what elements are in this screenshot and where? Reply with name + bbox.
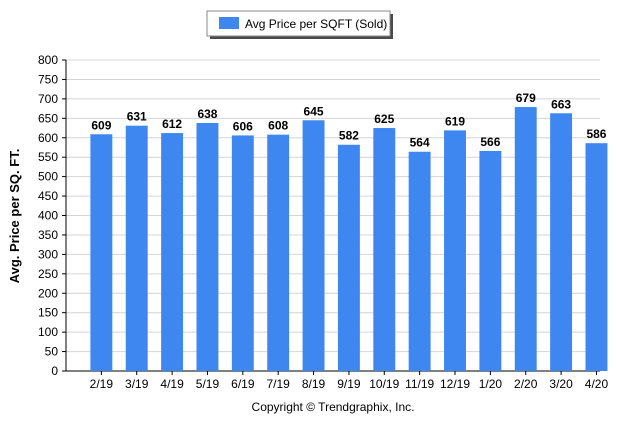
legend: Avg Price per SQFT (Sold) (206, 10, 393, 39)
bar (267, 134, 290, 371)
legend-swatch (219, 17, 239, 29)
y-tick-label: 100 (38, 325, 58, 339)
bar (408, 151, 431, 371)
data-label: 612 (162, 117, 182, 131)
x-tick-label: 12/19 (440, 377, 470, 391)
x-tick-label: 4/19 (160, 377, 184, 391)
y-tick-label: 500 (38, 170, 58, 184)
data-label: 663 (551, 97, 571, 111)
x-tick-label: 4/20 (585, 377, 609, 391)
x-tick-label: 1/20 (479, 377, 503, 391)
data-label: 608 (268, 119, 288, 133)
gridlines (62, 59, 600, 372)
x-tick-label: 6/19 (231, 377, 255, 391)
x-tick-label: 3/20 (549, 377, 573, 391)
x-tick-label: 7/19 (267, 377, 291, 391)
bar (125, 125, 148, 371)
y-tick-label: 250 (38, 267, 58, 281)
x-tick-label: 11/19 (405, 377, 434, 391)
bar (196, 122, 219, 371)
x-tick-label: 9/19 (337, 377, 361, 391)
bars (90, 107, 608, 371)
data-label: 582 (339, 129, 359, 143)
bar (337, 144, 360, 371)
copyright-text: Copyright © Trendgraphix, Inc. (252, 400, 415, 414)
bar (373, 128, 396, 371)
x-tick-label: 2/19 (90, 377, 114, 391)
y-tick-label: 200 (38, 286, 58, 300)
data-label: 566 (480, 135, 500, 149)
data-label: 619 (445, 114, 465, 128)
bar (90, 134, 113, 371)
data-label: 586 (586, 127, 606, 141)
y-tick-labels: 0 50 100 150 200 250 300 350 400 450 500 550 600 650 7… (38, 53, 58, 378)
y-tick-label: 550 (38, 150, 58, 164)
y-tick-label: 600 (38, 131, 58, 145)
bar (161, 133, 184, 371)
bar (514, 107, 537, 371)
legend-label: Avg Price per SQFT (Sold) (245, 17, 387, 31)
y-tick-label: 650 (38, 111, 58, 125)
bar (444, 130, 466, 371)
data-label: 625 (374, 112, 394, 126)
data-label: 679 (516, 91, 536, 105)
y-tick-label: 150 (38, 306, 58, 320)
data-label: 645 (304, 104, 324, 118)
x-tick-label: 3/19 (125, 377, 149, 391)
x-tick-label: 5/19 (196, 377, 220, 391)
axes (65, 60, 600, 375)
data-labels: 609 631 612 638 606 608 645 582 625 564 619 566 679 6… (91, 91, 606, 150)
data-label: 606 (233, 119, 253, 133)
bar (302, 120, 325, 371)
bar (585, 143, 608, 371)
y-tick-label: 450 (38, 189, 58, 203)
y-tick-label: 800 (38, 53, 58, 67)
x-tick-label: 2/20 (514, 377, 538, 391)
y-tick-label: 350 (38, 228, 58, 242)
data-label: 631 (127, 110, 147, 124)
y-tick-label: 0 (51, 364, 58, 378)
x-tick-labels: 2/19 3/19 4/19 5/19 6/19 7/19 8/19 9/19 10/19 11/… (90, 377, 609, 391)
y-axis-label: Avg. Price per SQ. FT. (7, 149, 22, 284)
y-tick-label: 750 (38, 72, 58, 86)
data-label: 564 (410, 136, 430, 150)
data-label: 638 (197, 107, 217, 121)
bar (479, 150, 502, 371)
bar (550, 113, 573, 371)
data-label: 609 (91, 118, 111, 132)
y-tick-label: 50 (45, 345, 59, 359)
x-tick-label: 8/19 (302, 377, 326, 391)
bar (231, 135, 254, 371)
x-tick-label: 10/19 (369, 377, 399, 391)
y-tick-label: 400 (38, 209, 58, 223)
y-tick-label: 700 (38, 92, 58, 106)
y-tick-label: 300 (38, 247, 58, 261)
